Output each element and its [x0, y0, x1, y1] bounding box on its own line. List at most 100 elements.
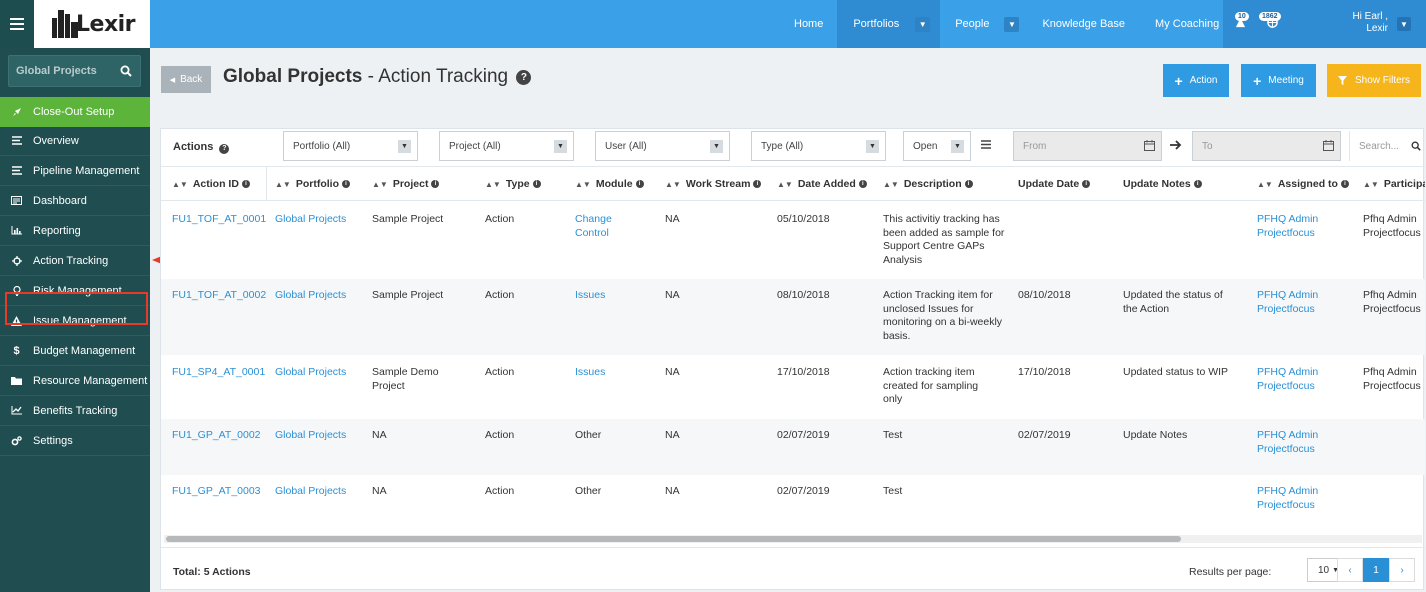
sidebar-item-budget-management[interactable]: $ Budget Management [0, 336, 150, 366]
hamburger-menu-button[interactable] [0, 0, 34, 48]
back-button-label: Back [180, 74, 203, 85]
chevron-down-icon[interactable]: ▼ [1004, 16, 1020, 32]
action-id-link[interactable]: FU1_SP4_AT_0001 [172, 366, 266, 378]
type-filter-select[interactable]: Type (All) ▼ [751, 131, 886, 161]
help-icon[interactable]: ? [516, 70, 532, 85]
column-header-label: Type [505, 178, 530, 190]
update-date-cell: 08/10/2018 [1018, 289, 1071, 301]
table-row[interactable]: FU1_SP4_AT_0001 Global Projects Sample D… [161, 356, 1425, 418]
chevron-down-icon[interactable]: ▼ [915, 16, 931, 32]
add-meeting-button[interactable]: + Meeting [1241, 64, 1316, 97]
info-icon[interactable]: i [241, 180, 250, 188]
module-link[interactable]: Change Control [575, 213, 612, 239]
assigned-to-link[interactable]: PFHQ Admin Projectfocus [1257, 429, 1319, 455]
action-id-link[interactable]: FU1_TOF_AT_0001 [172, 213, 267, 225]
assigned-to-link[interactable]: PFHQ Admin Projectfocus [1257, 485, 1319, 511]
info-icon[interactable]: i [635, 180, 644, 188]
table-row[interactable]: FU1_TOF_AT_0002 Global Projects Sample P… [161, 279, 1425, 355]
portfolio-link[interactable]: Global Projects [275, 366, 347, 378]
update-notes-cell: Updated the status of the Action [1123, 289, 1223, 315]
action-id-link[interactable]: FU1_GP_AT_0002 [172, 429, 261, 441]
date-from-input[interactable]: From [1013, 131, 1162, 161]
column-header-update-notes[interactable]: Update Notes i [1123, 167, 1202, 201]
column-header-module[interactable]: ▲▼ Module i [575, 167, 644, 201]
info-icon[interactable]: i [1340, 180, 1349, 188]
column-header-participants[interactable]: ▲▼ Participar [1363, 167, 1425, 201]
user-menu-chevron-icon[interactable]: ▼ [1397, 17, 1411, 31]
column-header-update-date[interactable]: Update Date i [1018, 167, 1091, 201]
add-action-button[interactable]: + Action [1163, 64, 1229, 97]
logo[interactable]: Lexir [34, 0, 150, 48]
sidebar-item-reporting[interactable]: Reporting [0, 216, 150, 246]
sidebar-item-resource-management[interactable]: Resource Management [0, 366, 150, 396]
info-icon[interactable]: i [753, 180, 762, 188]
table-row[interactable]: FU1_TOF_AT_0001 Global Projects Sample P… [161, 202, 1425, 278]
portfolio-link[interactable]: Global Projects [275, 213, 347, 225]
portfolio-link[interactable]: Global Projects [275, 289, 347, 301]
module-link[interactable]: Issues [575, 366, 606, 378]
nav-knowledge-base[interactable]: Knowledge Base [1042, 18, 1126, 30]
sidebar-item-overview[interactable]: Overview [0, 126, 150, 156]
info-icon[interactable]: i [342, 180, 351, 188]
column-header-portfolio[interactable]: ▲▼ Portfolio i [275, 167, 351, 201]
sidebar-item-label: Budget Management [33, 344, 136, 357]
sidebar-item-benefits-tracking[interactable]: Benefits Tracking [0, 396, 150, 426]
info-icon[interactable]: i [1082, 180, 1091, 188]
user-greeting[interactable]: Hi Earl , Lexir [1352, 11, 1388, 35]
portfolio-link[interactable]: Global Projects [275, 429, 347, 441]
scrollbar-thumb[interactable] [166, 536, 1181, 542]
assigned-to-link[interactable]: PFHQ Admin Projectfocus [1257, 213, 1319, 239]
column-header-action-id[interactable]: ▲▼ Action ID i [172, 167, 250, 201]
date-added-cell: 08/10/2018 [777, 289, 830, 301]
calendar-icon[interactable] [1144, 140, 1155, 151]
search-icon[interactable] [1411, 141, 1421, 151]
table-search-input[interactable]: Search... [1349, 131, 1425, 161]
portfolio-filter-select[interactable]: Portfolio (All) ▼ [283, 131, 418, 161]
info-icon[interactable]: i [532, 180, 541, 188]
sidebar-item-close-out-setup[interactable]: Close-Out Setup [0, 97, 150, 127]
nav-portfolios[interactable]: Portfolios ▼ [837, 0, 941, 48]
columns-menu-icon[interactable] [981, 140, 991, 149]
sidebar-item-settings[interactable]: Settings [0, 426, 150, 456]
prev-page-button[interactable]: ‹ [1337, 558, 1363, 582]
info-icon[interactable]: i [1193, 180, 1202, 188]
portfolio-link[interactable]: Global Projects [275, 485, 347, 497]
next-page-button[interactable]: › [1389, 558, 1415, 582]
user-filter-select[interactable]: User (All) ▼ [595, 131, 730, 161]
nav-my-coaching[interactable]: My Coaching [1155, 18, 1220, 30]
horizontal-scrollbar[interactable] [164, 535, 1422, 543]
column-header-assigned-to[interactable]: ▲▼ Assigned to i [1257, 167, 1349, 201]
sidebar-search[interactable]: Global Projects [8, 55, 141, 87]
page-button[interactable]: 1 [1363, 558, 1389, 582]
warning-icon[interactable] [1235, 17, 1246, 28]
help-icon[interactable]: ? [219, 143, 230, 154]
back-button[interactable]: ◀ Back [161, 66, 211, 93]
status-filter-value: Open [913, 140, 938, 152]
column-header-type[interactable]: ▲▼ Type i [485, 167, 541, 201]
show-filters-button[interactable]: Show Filters [1327, 64, 1421, 97]
search-icon[interactable] [120, 65, 132, 77]
module-link[interactable]: Issues [575, 289, 606, 301]
date-to-input[interactable]: To [1192, 131, 1341, 161]
column-header-work-stream[interactable]: ▲▼ Work Stream i [665, 167, 762, 201]
info-icon[interactable]: i [964, 180, 973, 188]
column-header-project[interactable]: ▲▼ Project i [372, 167, 440, 201]
table-row[interactable]: FU1_GP_AT_0003 Global Projects NA Action… [161, 476, 1425, 532]
nav-people[interactable]: People ▼ [940, 0, 1026, 48]
assigned-to-link[interactable]: PFHQ Admin Projectfocus [1257, 289, 1319, 315]
sidebar-item-dashboard[interactable]: Dashboard [0, 186, 150, 216]
sidebar-item-action-tracking[interactable]: Action Tracking [0, 246, 150, 276]
action-id-link[interactable]: FU1_TOF_AT_0002 [172, 289, 267, 301]
sidebar-item-pipeline-management[interactable]: Pipeline Management [0, 156, 150, 186]
column-header-date-added[interactable]: ▲▼ Date Added i [777, 167, 867, 201]
info-icon[interactable]: i [858, 180, 867, 188]
column-header-description[interactable]: ▲▼ Description i [883, 167, 973, 201]
nav-home[interactable]: Home [794, 18, 824, 30]
status-filter-select[interactable]: Open ▼ [903, 131, 971, 161]
action-id-link[interactable]: FU1_GP_AT_0003 [172, 485, 261, 497]
table-row[interactable]: FU1_GP_AT_0002 Global Projects NA Action… [161, 419, 1425, 475]
calendar-icon[interactable] [1323, 140, 1334, 151]
assigned-to-link[interactable]: PFHQ Admin Projectfocus [1257, 366, 1319, 392]
info-icon[interactable]: i [431, 180, 440, 188]
project-filter-select[interactable]: Project (All) ▼ [439, 131, 574, 161]
